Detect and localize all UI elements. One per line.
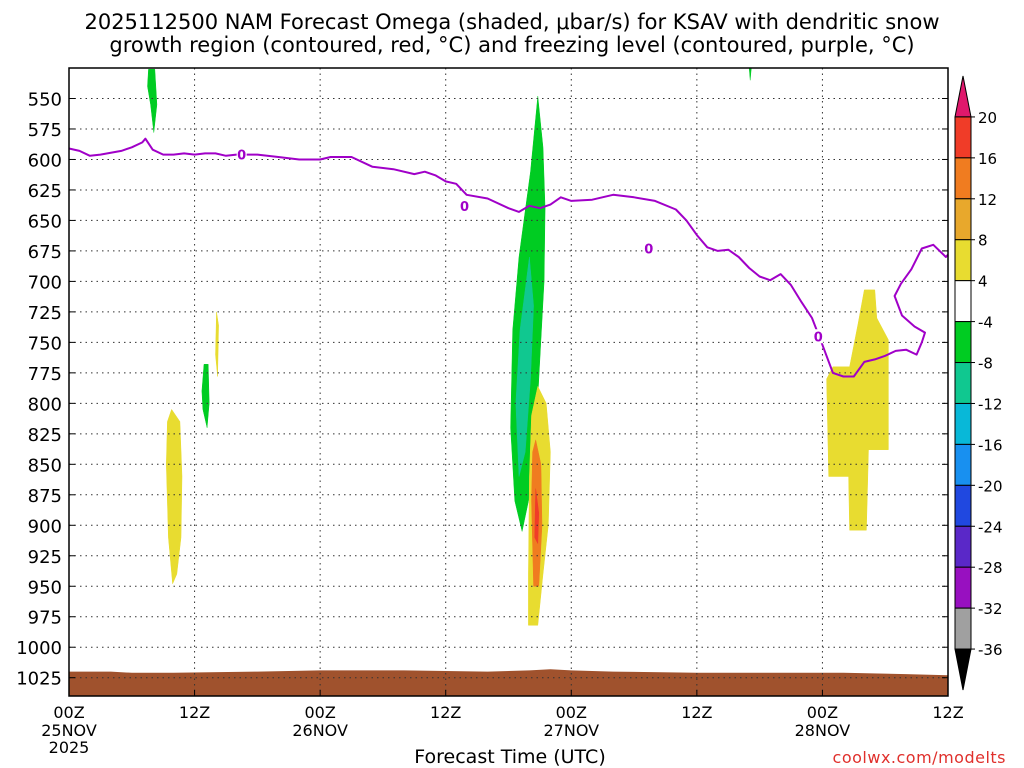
freezing-label-bg-1	[459, 198, 470, 213]
colorbar-swatch	[954, 484, 972, 527]
colorbar-swatch	[954, 362, 972, 404]
freezing-level-layer: 0 0 0 0	[68, 137, 949, 378]
colorbar-swatch	[954, 239, 972, 282]
omega-region-4	[515, 256, 534, 477]
omega-region-10	[534, 488, 540, 544]
terrain-surface	[69, 669, 948, 696]
omega-region-6	[166, 408, 183, 584]
y-tick-label: 550	[28, 89, 62, 110]
y-tick-label: 750	[28, 333, 62, 354]
terrain-layer	[69, 669, 948, 696]
y-tick-label: 1000	[16, 638, 62, 659]
colorbar: 20 16 12 8 4 -4 -8 -12 -16 -20 -24 -28 -32 -36	[954, 75, 1003, 691]
colorbar-swatch	[954, 280, 972, 323]
omega-shading-layer	[147, 67, 889, 626]
colorbar-label: -36	[978, 641, 1003, 659]
colorbar-label: 4	[978, 273, 988, 291]
colorbar-label: -24	[978, 518, 1003, 536]
y-tick-label: 725	[28, 303, 62, 324]
x-tick-label: 12Z	[179, 703, 210, 722]
freezing-label-bg-2	[643, 241, 654, 256]
y-axis: 550 575 600 625 650 675 700 725 750 775 800 825 850 8…	[16, 89, 948, 690]
y-tick-label: 800	[28, 394, 62, 415]
colorbar-swatch	[954, 116, 972, 159]
colorbar-swatch	[954, 321, 972, 364]
y-tick-label: 850	[28, 455, 62, 476]
colorbar-label: -20	[978, 477, 1003, 495]
freezing-level-line	[68, 137, 949, 378]
x-tick-label: 12Z	[932, 703, 963, 722]
x-tick-label: 00Z	[53, 703, 84, 722]
y-tick-label: 900	[28, 516, 62, 537]
omega-region-5	[215, 311, 219, 377]
plot-frame	[68, 67, 949, 697]
omega-region-0	[147, 68, 158, 133]
plot-background	[69, 68, 948, 696]
freezing-label-bg-3	[813, 329, 824, 344]
colorbar-swatch	[954, 566, 972, 609]
y-tick-label: 775	[28, 364, 62, 385]
y-tick-label: 925	[28, 547, 62, 568]
freezing-level-label: 0	[814, 330, 823, 345]
y-tick-label: 625	[28, 181, 62, 202]
x-tick-label: 12Z	[430, 703, 461, 722]
x-tick-label: 00Z	[304, 703, 335, 722]
colorbar-label: -28	[978, 559, 1003, 577]
freezing-level-label: 0	[237, 149, 246, 164]
colorbar-bottom-arrow	[954, 648, 972, 691]
colorbar-label: -4	[978, 314, 993, 332]
chart-title-line2: growth region (contoured, red, °C) and f…	[109, 33, 915, 57]
colorbar-label: -12	[978, 395, 1003, 413]
colorbar-swatch	[954, 607, 972, 650]
y-tick-label: 825	[28, 425, 62, 446]
colorbar-label: 16	[978, 150, 997, 168]
freezing-level-label: 0	[460, 200, 469, 215]
colorbar-label: -32	[978, 600, 1003, 618]
colorbar-label: 20	[978, 109, 997, 127]
x-tick-date-label: 25NOV	[41, 721, 97, 740]
x-tick-date-label: 26NOV	[292, 721, 348, 740]
x-tick-date-label: 28NOV	[795, 721, 851, 740]
y-tick-label: 675	[28, 242, 62, 263]
colorbar-top-arrow	[954, 75, 972, 118]
freezing-label-bg-0	[236, 147, 247, 162]
x-tick-label: 12Z	[681, 703, 712, 722]
y-tick-label: 975	[28, 608, 62, 629]
colorbar-label: -16	[978, 436, 1003, 454]
plot-border	[68, 67, 949, 697]
omega-region-2	[201, 364, 210, 428]
y-tick-label: 1025	[16, 669, 62, 690]
colorbar-swatch	[954, 157, 972, 200]
y-tick-label: 600	[28, 150, 62, 171]
colorbar-label: 12	[978, 191, 997, 209]
x-tick-year-label: 2025	[49, 738, 90, 757]
colorbar-swatch	[954, 443, 972, 486]
colorbar-label: 8	[978, 232, 988, 250]
y-tick-label: 950	[28, 577, 62, 598]
colorbar-swatch	[954, 402, 972, 445]
omega-region-8	[826, 289, 889, 531]
plot-area	[69, 68, 948, 696]
y-tick-label: 650	[28, 211, 62, 232]
freezing-level-label: 0	[644, 242, 653, 257]
x-tick-label: 00Z	[807, 703, 838, 722]
colorbar-label: -8	[978, 355, 993, 373]
y-tick-label: 875	[28, 486, 62, 507]
site-credit[interactable]: coolwx.com/modelts	[832, 748, 1006, 767]
y-tick-label: 700	[28, 272, 62, 293]
x-axis-title: Forecast Time (UTC)	[414, 746, 606, 768]
y-tick-label: 575	[28, 120, 62, 141]
colorbar-swatch	[954, 525, 972, 568]
x-tick-date-label: 27NOV	[543, 721, 599, 740]
grid-layer	[69, 68, 948, 696]
colorbar-swatch	[954, 198, 972, 241]
chart-title-line1: 2025112500 NAM Forecast Omega (shaded, μ…	[84, 10, 940, 34]
x-tick-label: 00Z	[556, 703, 587, 722]
